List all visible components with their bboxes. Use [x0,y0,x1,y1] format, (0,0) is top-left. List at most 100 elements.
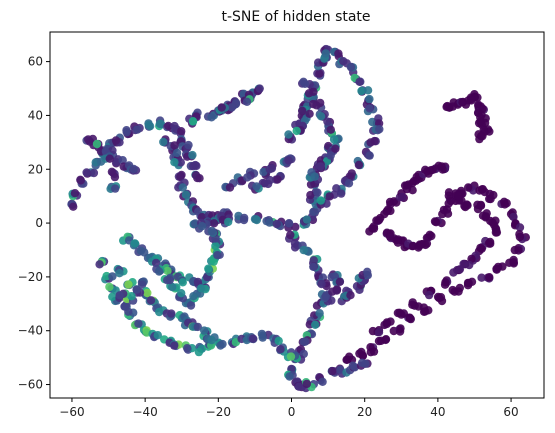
scatter-point [272,219,281,229]
scatter-point [108,292,117,301]
scatter-point [242,97,252,107]
scatter-point [397,310,406,319]
scatter-point [422,233,432,242]
scatter-point [95,260,104,269]
scatter-point [151,258,161,268]
scatter-point [70,189,80,198]
scatter-point [143,288,152,298]
scatter-point [291,222,300,232]
scatter-point [502,199,511,208]
scatter-point [92,139,102,149]
scatter-point [321,292,330,301]
scatter-point [200,326,209,335]
scatter-point [299,245,308,255]
scatter-point [365,151,374,160]
scatter-point [442,102,451,112]
scatter-point [385,232,395,241]
scatter-point [395,327,405,336]
scatter-point [176,158,185,167]
scatter-point [475,186,484,195]
scatter-point [304,89,314,98]
x-tick-label: −40 [132,405,157,419]
scatter-point [178,278,187,287]
scatter-point [170,341,179,350]
scatter-point [397,192,407,202]
scatter-point [240,213,249,223]
scatter-point [298,106,307,116]
scatter-point [478,131,487,141]
scatter-point [370,136,379,146]
scatter-point [393,238,403,247]
scatter-point [300,79,310,89]
scatter-point [326,125,335,134]
scatter-point [440,280,450,289]
scatter-point [204,264,213,273]
scatter-point [163,266,172,276]
scatter-point [357,86,366,96]
scatter-point [111,136,121,145]
y-tick-label: −40 [18,324,43,338]
scatter-point [309,262,318,271]
scatter-point [213,251,222,260]
scatter-point [168,282,177,292]
scatter-point [509,212,518,222]
scatter-point [355,77,364,87]
scatter-point [137,280,147,289]
x-tick-label: 60 [503,405,518,419]
scatter-point [286,352,296,361]
scatter-point [302,379,311,389]
scatter-point [189,292,198,301]
scatter-point [193,322,202,332]
scatter-point [363,267,372,276]
scatter-point [363,86,373,95]
scatter-point [115,291,124,300]
scatter-point [267,164,277,173]
scatter-point [310,172,319,181]
scatter-point [346,291,355,300]
scatter-point [178,183,187,192]
scatter-point [344,179,354,188]
scatter-point [329,135,339,144]
scatter-point [133,125,142,134]
scatter-point [376,336,386,345]
y-tick-label: 40 [28,108,43,122]
scatter-point [153,331,162,340]
y-tick-label: 60 [28,55,43,69]
scatter-point [473,93,482,102]
scatter-point [342,355,351,364]
scatter-point [431,218,441,227]
scatter-point [464,183,473,192]
scatter-point [193,277,203,287]
scatter-point [428,165,437,175]
scatter-point [414,302,423,311]
scatter-point [365,94,374,104]
scatter-point [313,188,322,197]
x-tick-label: −60 [59,405,84,419]
scatter-point [315,69,324,78]
scatter-point [331,144,340,153]
scatter-point [316,98,325,108]
x-tick-label: 0 [288,405,296,419]
scatter-point [358,351,368,361]
scatter-point [290,243,300,252]
scatter-point [155,119,164,128]
scatter-point [207,335,216,345]
y-tick-label: 20 [28,162,43,176]
scatter-point [374,328,384,337]
scatter-point [408,298,417,307]
y-axis: −60 −40 −20 0 20 40 60 [18,55,50,392]
scatter-point [374,216,384,225]
y-tick-label: 0 [35,216,43,230]
x-tick-label: 40 [430,405,445,419]
scatter-point [438,209,447,219]
scatter-point [292,126,301,136]
scatter-point [188,150,197,160]
scatter-point [491,228,501,237]
scatter-point [368,224,377,233]
scatter-point [321,49,330,58]
scatter-point [195,174,204,183]
scatter-point [466,95,476,104]
scatter-point [115,269,124,278]
scatter-point [328,366,337,376]
scatter-point [146,296,156,305]
